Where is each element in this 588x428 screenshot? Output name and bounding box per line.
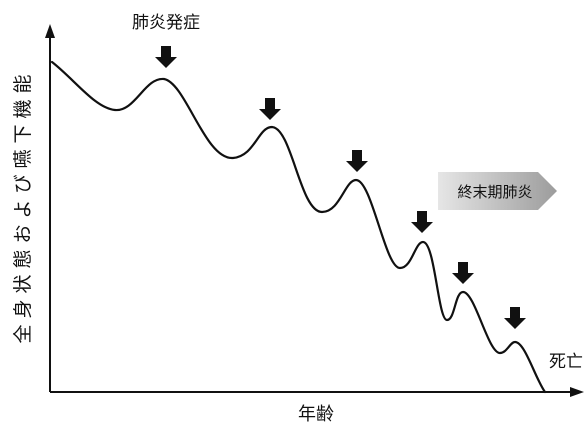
x-axis-label: 年齢 [298,404,334,425]
pneumonia-onset-label: 肺炎発症 [132,13,200,33]
down-arrow-icon [452,262,474,284]
down-arrow-icon [504,307,526,329]
right-arrow-icon [438,172,557,210]
death-label: 死亡 [549,352,583,372]
down-arrow-icon [155,46,177,68]
terminal-pneumonia-arrow: 終末期肺炎 [438,172,557,210]
y-axis-label: 全身状態および嚥下機能 [12,68,34,343]
x-axis [50,387,584,397]
down-arrow-icon [346,150,368,172]
terminal-pneumonia-label: 終末期肺炎 [457,183,532,201]
down-arrow-icon [259,98,281,120]
y-axis-arrowhead-icon [45,24,55,38]
y-axis [45,24,55,392]
event-markers [155,46,526,329]
x-axis-arrowhead-icon [570,387,584,397]
down-arrow-icon [411,211,433,233]
decline-curve [50,60,547,394]
